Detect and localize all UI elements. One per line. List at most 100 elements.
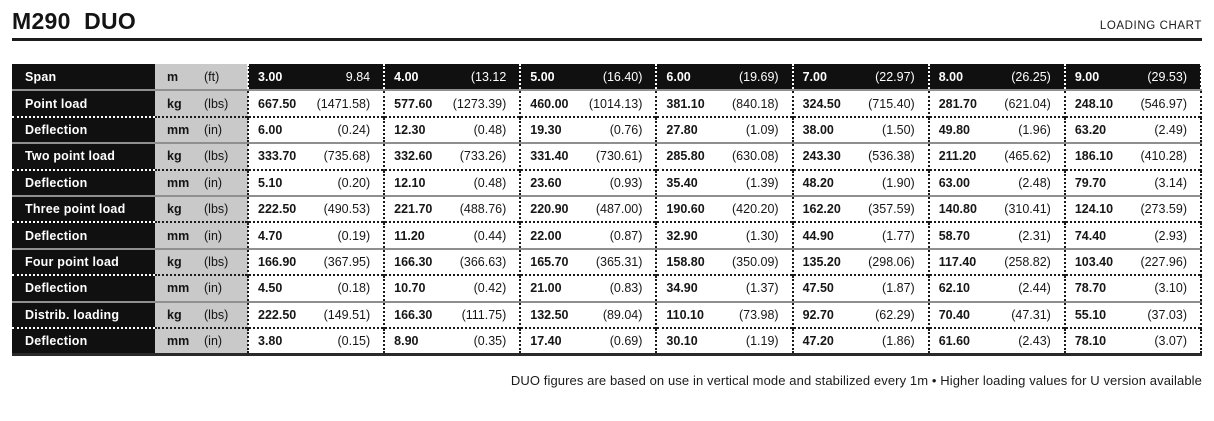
value-cell: 61.60 (2.43) (927, 326, 1065, 355)
value-imperial: (621.04) (1004, 96, 1051, 111)
value-imperial: (536.38) (868, 149, 915, 164)
value-pair: 79.70 (3.14) (1066, 171, 1200, 195)
value-cell: 577.60 (1273.39) (383, 89, 521, 117)
value-pair: 30.10 (1.19) (657, 329, 791, 353)
value-pair: 110.10 (73.98) (657, 303, 791, 327)
unit-cell: mm (in) (155, 326, 248, 355)
value-pair: 47.20 (1.86) (794, 329, 928, 353)
value-metric: 667.50 (258, 96, 297, 111)
value-cell: 211.20 (465.62) (927, 142, 1065, 170)
value-pair: 248.10 (546.97) (1066, 91, 1200, 115)
unit-metric: kg (167, 202, 182, 217)
value-cell: 38.00 (1.50) (791, 115, 929, 144)
value-cell: 7.00 (22.97) (791, 64, 929, 91)
value-metric: 3.00 (258, 69, 283, 84)
value-imperial: (366.63) (459, 254, 507, 269)
header-rule (12, 38, 1202, 41)
value-metric: 63.20 (1074, 122, 1107, 137)
value-imperial: (1.39) (745, 175, 779, 190)
value-pair: 5.10 (0.20) (249, 171, 383, 195)
value-metric: 8.90 (394, 333, 419, 348)
value-pair: 460.00 (1014.13) (521, 91, 655, 115)
value-pair: 55.10 (37.03) (1066, 303, 1200, 327)
value-imperial: (1.96) (1018, 122, 1051, 137)
value-cell: 49.80 (1.96) (927, 115, 1065, 144)
value-imperial: (1.30) (745, 228, 779, 243)
value-pair: 10.70 (0.42) (385, 276, 519, 300)
value-pair: 19.30 (0.76) (521, 118, 655, 142)
value-pair: 3.80 (0.15) (249, 329, 383, 353)
row-label: Span (12, 64, 155, 91)
value-metric: 44.90 (802, 228, 834, 243)
value-cell: 460.00 (1014.13) (519, 89, 657, 117)
unit-imperial: (in) (204, 281, 223, 296)
value-cell: 55.10 (37.03) (1063, 300, 1203, 328)
row-label: Three point load (12, 194, 155, 223)
value-pair: 117.40 (258.82) (930, 250, 1064, 274)
value-metric: 78.70 (1074, 281, 1107, 296)
value-imperial: (733.26) (459, 149, 507, 164)
value-imperial: (19.69) (738, 69, 779, 84)
value-imperial: (0.15) (337, 333, 371, 348)
value-metric: 22.00 (530, 228, 562, 243)
value-imperial: (0.42) (473, 281, 507, 296)
value-cell: 48.20 (1.90) (791, 168, 929, 196)
value-imperial: (715.40) (868, 96, 915, 111)
value-cell: 17.40 (0.69) (519, 326, 657, 355)
unit-imperial: (lbs) (204, 307, 229, 322)
value-pair: 222.50 (149.51) (249, 303, 383, 327)
table-row-deflection: Deflection mm (in) 5.10 (0.20) 12.10 (0.48) 23.… (12, 168, 1203, 196)
value-cell: 12.10 (0.48) (383, 168, 521, 196)
value-metric: 165.70 (530, 254, 569, 269)
unit-metric: kg (167, 149, 182, 164)
value-imperial: (89.04) (602, 307, 643, 322)
value-cell: 165.70 (365.31) (519, 247, 657, 276)
value-cell: 162.20 (357.59) (791, 194, 929, 223)
value-imperial: (350.09) (732, 254, 779, 269)
unit-cell: mm (in) (155, 168, 248, 196)
value-metric: 5.10 (258, 175, 283, 190)
value-pair: 34.90 (1.37) (657, 276, 791, 300)
value-cell: 166.90 (367.95) (246, 247, 385, 276)
value-pair: 11.20 (0.44) (385, 223, 519, 247)
value-metric: 222.50 (258, 202, 297, 217)
value-metric: 281.70 (938, 96, 977, 111)
unit-cell: kg (lbs) (155, 247, 248, 276)
value-cell: 110.10 (73.98) (655, 300, 793, 328)
value-pair: 4.50 (0.18) (249, 276, 383, 300)
value-metric: 38.00 (802, 122, 834, 137)
value-cell: 117.40 (258.82) (927, 247, 1065, 276)
value-pair: 47.50 (1.87) (794, 276, 928, 300)
unit-metric: m (167, 69, 179, 84)
row-label: Deflection (12, 168, 155, 196)
value-pair: 63.00 (2.48) (930, 171, 1064, 195)
value-metric: 8.00 (938, 69, 964, 84)
table-row-deflection: Deflection mm (in) 4.70 (0.19) 11.20 (0.44) 22.… (12, 221, 1203, 249)
value-pair: 12.30 (0.48) (385, 118, 519, 142)
loading-chart-table: Span m (ft) 3.00 9.84 4.00 (13.12 5.00 (16.40) 6.… (12, 64, 1203, 356)
value-pair: 577.60 (1273.39) (385, 91, 519, 115)
value-imperial: (730.61) (595, 149, 643, 164)
value-pair: 6.00 (0.24) (249, 118, 383, 142)
value-imperial: (488.76) (459, 202, 507, 217)
value-imperial: (0.83) (609, 281, 643, 296)
value-metric: 3.80 (258, 333, 283, 348)
value-imperial: (0.19) (337, 228, 371, 243)
value-cell: 285.80 (630.08) (655, 142, 793, 170)
value-imperial: (258.82) (1004, 254, 1051, 269)
value-pair: 17.40 (0.69) (521, 329, 655, 353)
value-metric: 4.00 (394, 69, 419, 84)
value-metric: 331.40 (530, 149, 569, 164)
footnote: DUO figures are based on use in vertical… (510, 372, 1202, 388)
value-imperial: (73.98) (738, 307, 779, 322)
value-imperial: (111.75) (461, 307, 507, 322)
value-metric: 12.30 (394, 122, 426, 137)
row-label: Deflection (12, 115, 155, 144)
value-imperial: (487.00) (595, 202, 643, 217)
value-pair: 6.00 (19.69) (657, 64, 791, 89)
value-cell: 3.00 9.84 (246, 64, 385, 91)
value-imperial: (546.97) (1140, 96, 1187, 111)
value-metric: 332.60 (394, 149, 433, 164)
value-cell: 135.20 (298.06) (791, 247, 929, 276)
value-cell: 44.90 (1.77) (791, 221, 929, 249)
